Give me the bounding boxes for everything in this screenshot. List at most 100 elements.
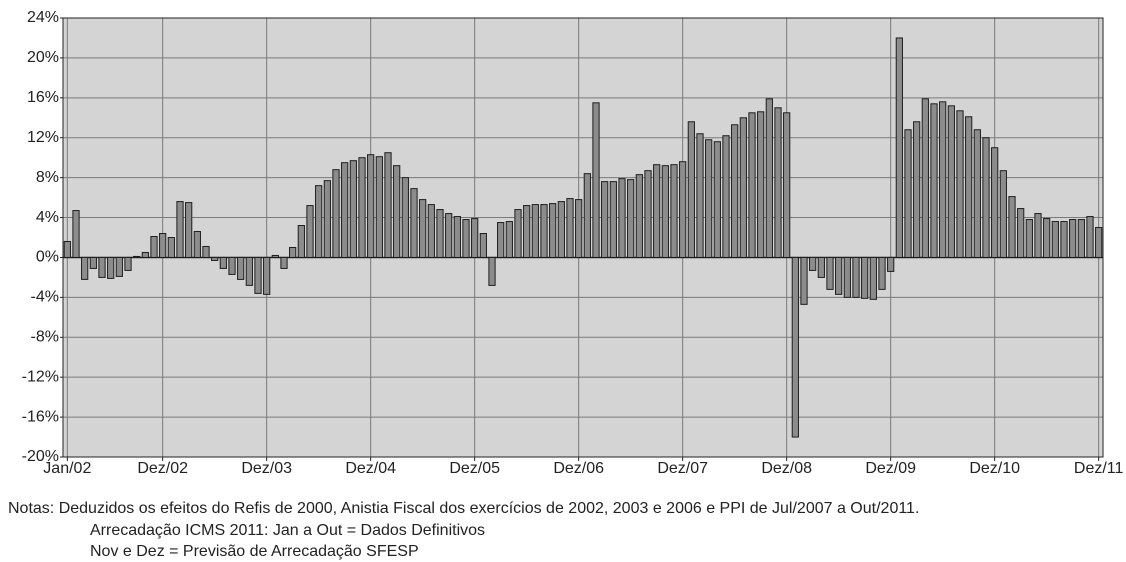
bar <box>939 101 947 258</box>
bar <box>471 218 479 258</box>
x-tick-label: Dez/04 <box>345 460 396 477</box>
bar <box>488 256 496 286</box>
bar <box>921 98 929 258</box>
bar <box>895 37 903 258</box>
bar <box>280 256 288 269</box>
bar <box>427 204 435 258</box>
bar <box>271 254 279 258</box>
bar <box>401 177 409 258</box>
x-tick-label: Dez/03 <box>241 460 292 477</box>
x-tick-label: Dez/07 <box>657 460 708 477</box>
bar <box>375 156 383 258</box>
x-tick-label: Jan/02 <box>43 460 91 477</box>
bar <box>115 256 123 277</box>
y-tick-label: 8% <box>36 169 59 186</box>
y-tick-label: 16% <box>27 89 59 106</box>
bar <box>731 124 739 258</box>
bar <box>713 141 721 258</box>
bar <box>436 209 444 258</box>
bar <box>592 102 600 258</box>
bar <box>245 256 253 286</box>
bar <box>1017 208 1025 258</box>
bar <box>809 256 817 271</box>
bar <box>410 188 418 258</box>
bar <box>150 236 158 258</box>
bar <box>133 255 141 258</box>
bar <box>627 179 635 258</box>
bar <box>748 112 756 258</box>
bar <box>254 256 262 294</box>
bar <box>852 256 860 298</box>
bar <box>618 178 626 258</box>
bar <box>523 205 531 258</box>
bar <box>124 256 132 271</box>
bar <box>540 204 548 258</box>
bar <box>817 256 825 278</box>
bar <box>557 201 565 258</box>
y-tick-label: 24% <box>27 9 59 26</box>
bar <box>869 256 877 300</box>
bar <box>193 231 201 258</box>
bar <box>306 205 314 258</box>
bar <box>722 135 730 258</box>
bar <box>991 147 999 258</box>
x-tick-label: Dez/05 <box>449 460 500 477</box>
bar <box>219 256 227 269</box>
x-tick-label: Dez/11 <box>1074 460 1124 477</box>
bar <box>861 256 869 299</box>
bar <box>757 111 765 258</box>
x-tick-label: Dez/08 <box>761 460 812 477</box>
bar <box>999 170 1007 258</box>
bar <box>696 133 704 258</box>
plot-border <box>62 17 1104 458</box>
bar <box>315 185 323 258</box>
x-tick-label: Dez/10 <box>969 460 1020 477</box>
y-tick-label: 12% <box>27 129 59 146</box>
y-tick-label: -12% <box>22 368 59 385</box>
bar <box>1095 227 1103 258</box>
bar <box>323 180 331 258</box>
bar <box>601 181 609 258</box>
bar <box>81 256 89 280</box>
bar <box>1069 219 1077 258</box>
bar <box>445 213 453 258</box>
bar <box>843 256 851 298</box>
bar <box>1086 216 1094 258</box>
bar <box>670 164 678 258</box>
bar <box>332 169 340 258</box>
bar <box>661 165 669 258</box>
bar <box>878 256 886 290</box>
bar <box>549 203 557 258</box>
bar <box>1034 213 1042 258</box>
bar <box>393 165 401 258</box>
bar <box>947 105 955 258</box>
bar <box>566 198 574 258</box>
bar <box>98 256 106 278</box>
bar <box>973 129 981 258</box>
y-tick-label: -4% <box>31 289 59 306</box>
x-tick-label: Dez/02 <box>137 460 188 477</box>
bar <box>159 233 167 258</box>
bar <box>237 256 245 280</box>
bar <box>644 170 652 258</box>
bar <box>358 157 366 258</box>
bar <box>965 116 973 258</box>
bar <box>297 225 305 258</box>
plot-area <box>63 18 1103 457</box>
bar <box>774 107 782 258</box>
bar <box>185 202 193 258</box>
bar <box>609 181 617 258</box>
y-tick-label: -20% <box>22 448 59 465</box>
bar <box>887 256 895 272</box>
x-tick-label: Dez/06 <box>553 460 604 477</box>
bar <box>453 216 461 258</box>
bar <box>791 256 799 438</box>
y-tick-label: 4% <box>36 209 59 226</box>
bar <box>783 112 791 258</box>
y-tick-label: -8% <box>31 328 59 345</box>
bar <box>479 233 487 258</box>
bar <box>1025 219 1033 258</box>
bar <box>1043 218 1051 258</box>
bar <box>835 256 843 295</box>
